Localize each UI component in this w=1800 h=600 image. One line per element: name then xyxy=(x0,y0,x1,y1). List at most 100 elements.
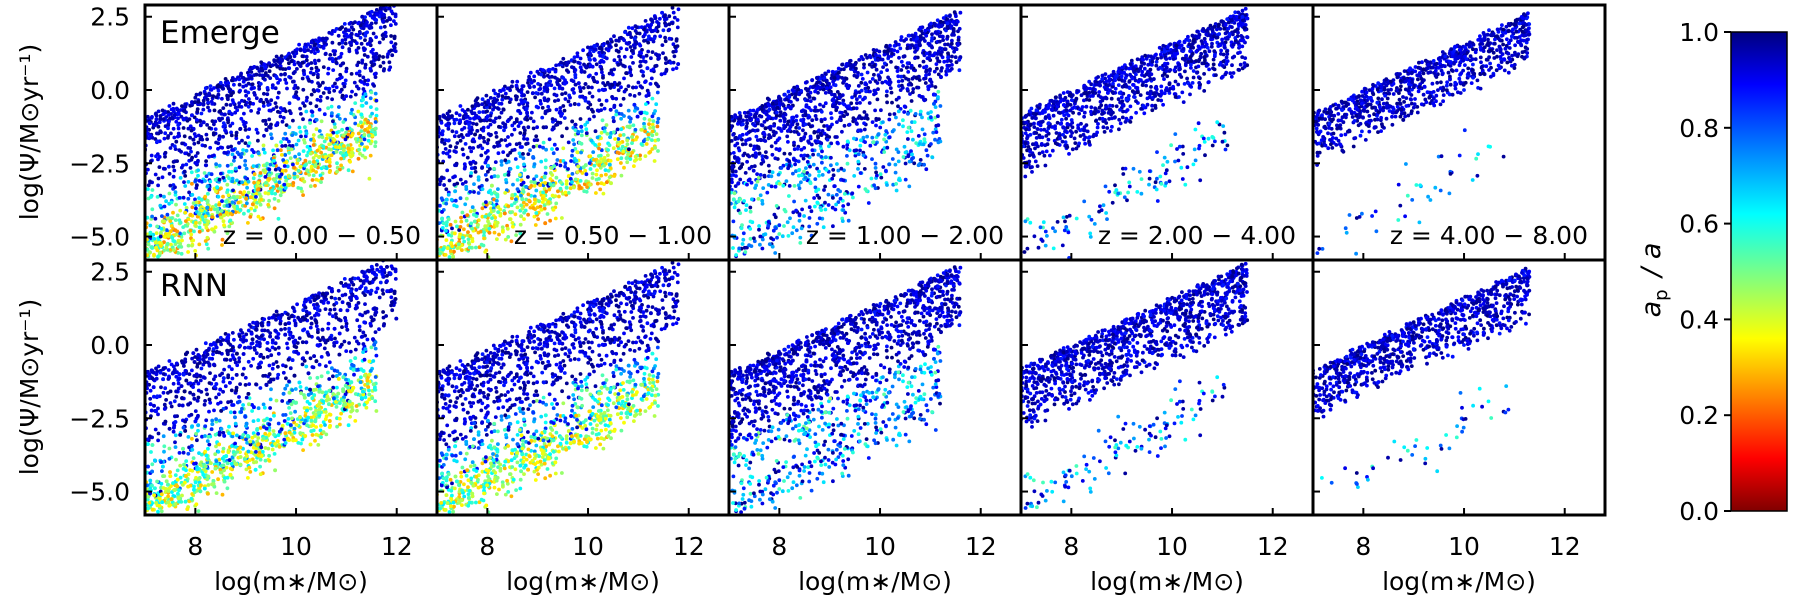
scatter-point xyxy=(335,114,340,119)
scatter-point xyxy=(810,148,815,153)
scatter-point xyxy=(485,141,490,146)
scatter-point xyxy=(368,114,373,119)
scatter-point xyxy=(190,113,194,118)
scatter-point xyxy=(491,208,496,213)
scatter-point xyxy=(358,151,362,156)
scatter-point xyxy=(492,197,496,202)
scatter-point xyxy=(172,168,177,173)
scatter-point xyxy=(355,63,360,68)
scatter-point xyxy=(622,165,626,170)
scatter-point xyxy=(540,200,545,205)
scatter-point xyxy=(469,149,474,154)
scatter-point xyxy=(217,177,222,182)
scatter-point xyxy=(279,148,283,153)
scatter-point xyxy=(296,168,301,173)
scatter-point xyxy=(650,96,655,101)
scatter-point xyxy=(578,65,583,70)
scatter-point xyxy=(324,166,329,171)
scatter-point xyxy=(454,163,459,168)
scatter-point xyxy=(465,155,470,160)
scatter-point xyxy=(307,147,312,151)
scatter-point xyxy=(550,117,555,121)
scatter-point xyxy=(334,57,338,61)
scatter-point xyxy=(664,69,669,73)
scatter-point xyxy=(907,159,912,164)
scatter-point xyxy=(205,235,210,240)
scatter-point xyxy=(859,116,864,121)
scatter-point xyxy=(588,183,592,187)
scatter-point xyxy=(466,230,470,235)
scatter-point xyxy=(851,106,856,111)
scatter-point xyxy=(158,234,163,239)
scatter-point xyxy=(272,177,276,182)
scatter-point xyxy=(171,210,175,215)
scatter-point xyxy=(146,242,151,247)
scatter-point xyxy=(797,218,802,223)
scatter-point xyxy=(924,68,929,73)
scatter-point xyxy=(861,135,866,140)
scatter-point xyxy=(466,241,471,245)
scatter-point xyxy=(314,104,319,109)
scatter-point xyxy=(261,168,266,173)
scatter-point xyxy=(592,114,596,119)
scatter-point xyxy=(541,145,545,150)
scatter-point xyxy=(342,84,347,89)
scatter-point xyxy=(381,68,386,73)
scatter-point xyxy=(251,164,256,169)
scatter-point xyxy=(179,108,183,112)
scatter-point xyxy=(642,39,646,43)
scatter-point xyxy=(243,120,248,125)
scatter-point xyxy=(503,237,508,242)
scatter-point xyxy=(912,120,917,124)
scatter-point xyxy=(452,182,457,187)
scatter-point xyxy=(199,197,204,202)
scatter-point xyxy=(363,117,368,122)
scatter-point xyxy=(327,86,332,91)
scatter-point xyxy=(748,129,752,134)
scatter-point xyxy=(558,106,563,110)
scatter-point xyxy=(148,179,152,184)
scatter-point xyxy=(914,75,919,80)
scatter-point xyxy=(203,144,208,148)
scatter-point xyxy=(361,75,366,80)
scatter-point xyxy=(847,104,851,108)
scatter-point xyxy=(329,153,334,158)
scatter-point xyxy=(314,69,319,73)
scatter-point xyxy=(349,154,353,159)
scatter-point xyxy=(925,153,930,158)
scatter-point xyxy=(216,194,221,199)
scatter-point xyxy=(316,81,320,85)
scatter-point xyxy=(859,138,863,143)
scatter-point xyxy=(308,101,313,106)
scatter-point xyxy=(480,187,485,192)
scatter-point xyxy=(274,74,279,79)
scatter-point xyxy=(745,245,749,250)
scatter-point xyxy=(468,174,473,178)
scatter-point xyxy=(598,187,603,192)
scatter-point xyxy=(840,76,844,80)
scatter-point xyxy=(249,70,254,74)
scatter-point xyxy=(778,110,783,115)
scatter-point xyxy=(246,221,250,225)
scatter-point xyxy=(218,80,223,85)
scatter-point xyxy=(841,144,846,149)
scatter-point xyxy=(899,68,904,72)
scatter-point xyxy=(468,234,473,239)
scatter-point xyxy=(294,90,299,94)
scatter-point xyxy=(565,68,569,73)
scatter-point xyxy=(196,158,200,163)
scatter-point xyxy=(317,134,322,139)
scatter-point xyxy=(225,190,230,195)
scatter-point xyxy=(449,241,453,245)
scatter-point xyxy=(875,173,879,178)
scatter-point xyxy=(882,61,887,66)
scatter-point xyxy=(267,167,272,172)
scatter-point xyxy=(747,154,752,159)
scatter-point xyxy=(619,85,623,90)
scatter-point xyxy=(922,162,926,167)
scatter-point xyxy=(160,175,165,180)
scatter-point xyxy=(646,49,651,54)
scatter-point xyxy=(647,122,651,126)
scatter-point xyxy=(327,90,332,95)
scatter-point xyxy=(927,72,931,76)
